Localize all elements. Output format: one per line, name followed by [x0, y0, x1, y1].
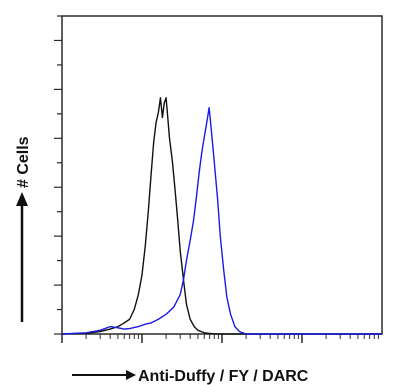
plot-frame [61, 15, 383, 335]
histogram-series-line-1 [61, 97, 382, 335]
y-axis-ticks [54, 15, 62, 335]
histogram-series-line-2 [61, 106, 382, 335]
x-axis-arrowhead [126, 370, 136, 380]
series-layer [61, 97, 382, 335]
y-axis-arrowhead [16, 192, 28, 206]
x-axis-ticks [61, 334, 379, 343]
x-axis-label: Anti-Duffy / FY / DARC [138, 368, 309, 385]
y-axis-label: # Cells [15, 136, 32, 188]
